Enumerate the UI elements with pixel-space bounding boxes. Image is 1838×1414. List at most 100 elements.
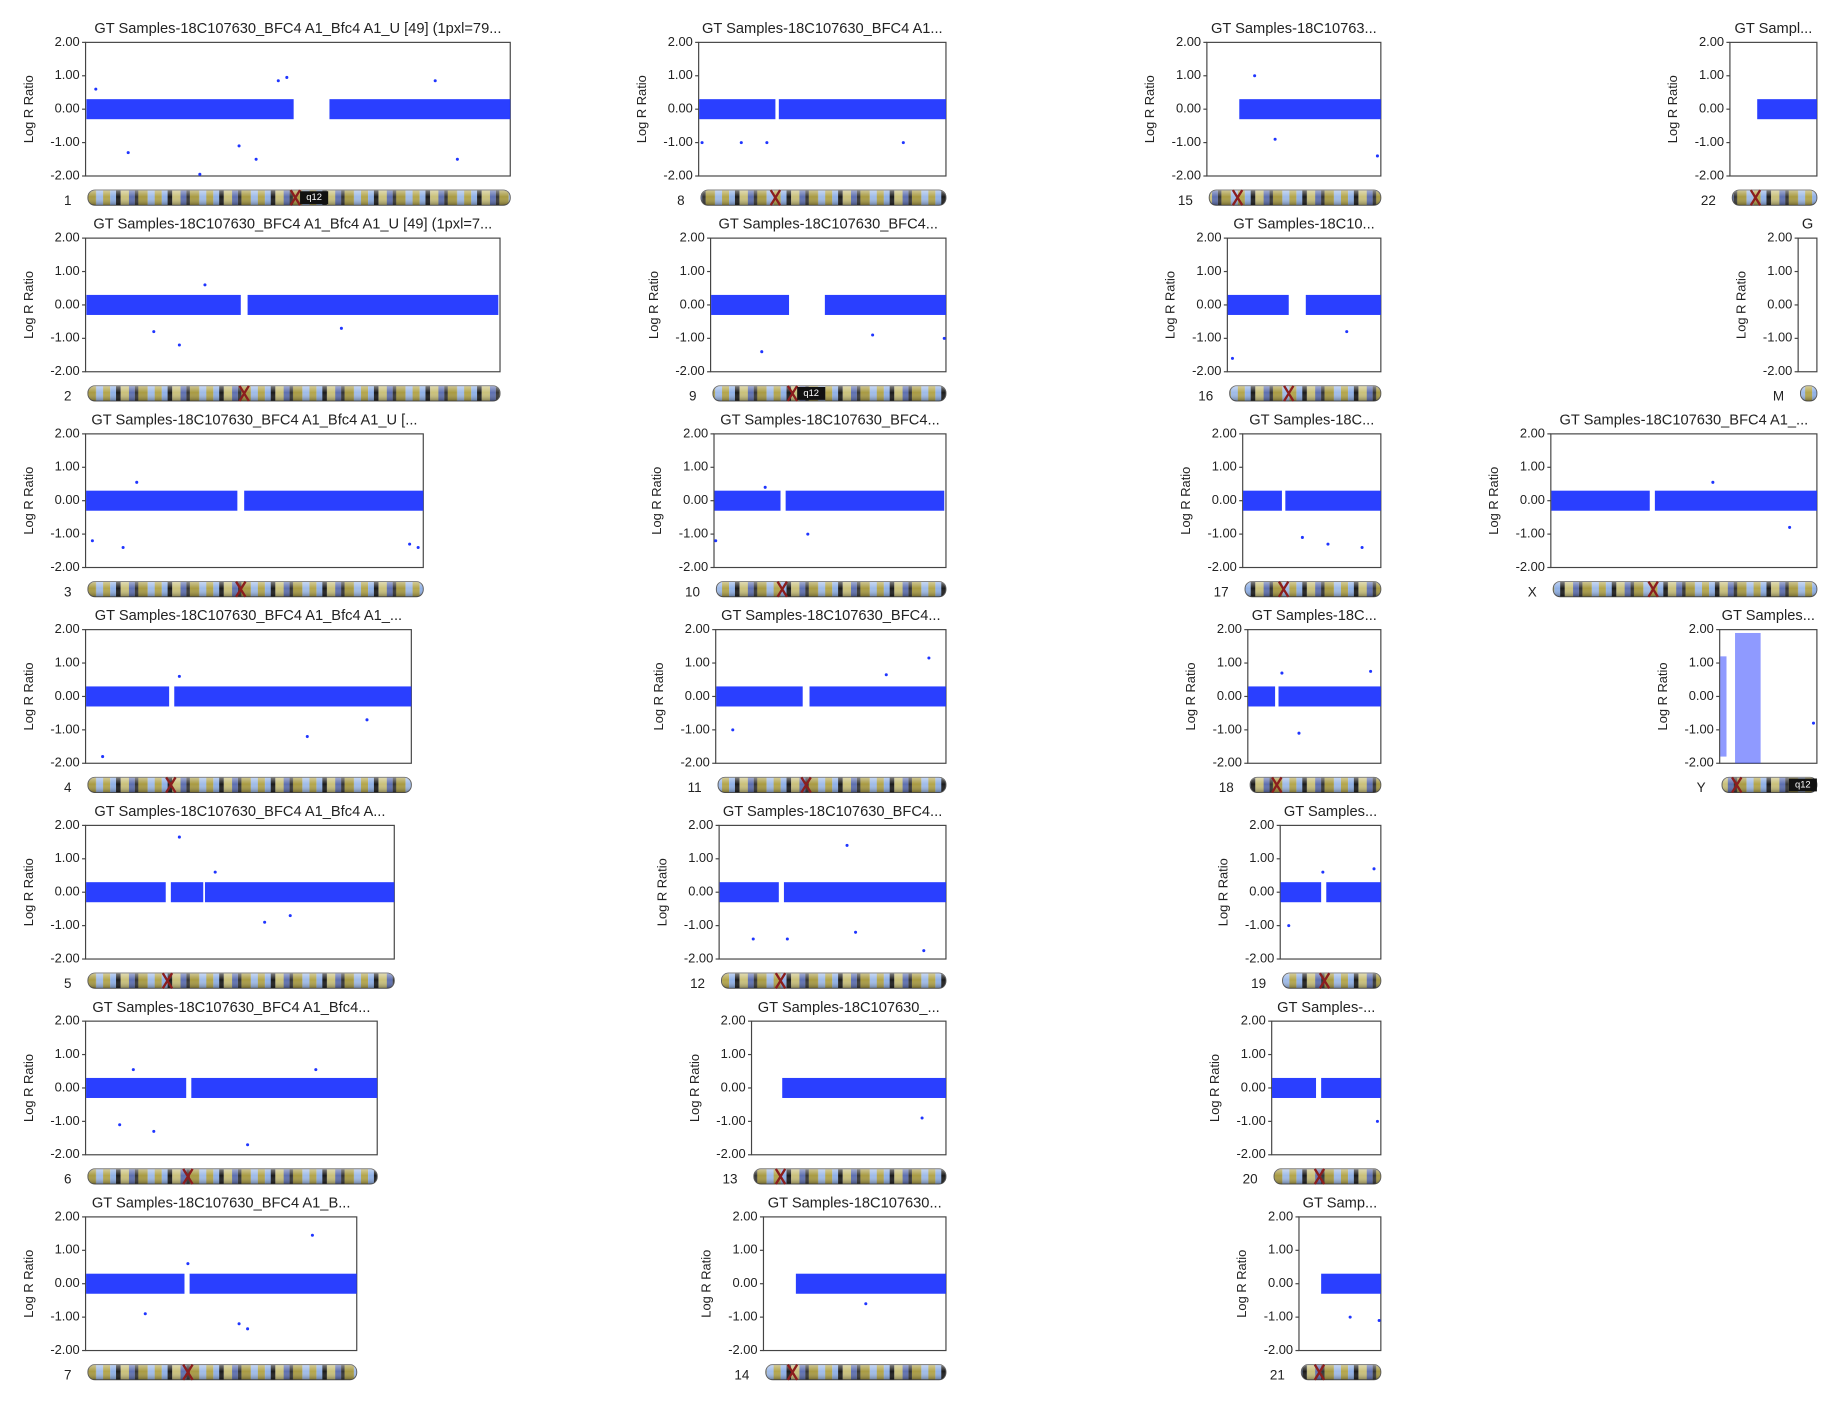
data-band <box>778 99 946 120</box>
data-point <box>177 343 181 347</box>
y-axis-label: Log R Ratio <box>21 1054 36 1122</box>
y-tick-label: 1.00 <box>55 850 80 865</box>
ideogram-shine <box>1282 973 1381 989</box>
y-tick-label: -2.00 <box>1172 167 1201 182</box>
ideogram-shine <box>1245 581 1381 597</box>
y-tick-label: -2.00 <box>716 1146 745 1161</box>
data-band <box>86 686 170 707</box>
y-tick-label: -2.00 <box>50 559 79 574</box>
y-tick-label: 2.00 <box>1217 621 1242 636</box>
panel: GT Samples... 2.00 1.00 0.00 -1.00 -2.00 Log R… <box>1215 804 1382 991</box>
y-tick-label: 1.00 <box>721 1046 746 1061</box>
data-band <box>86 1077 187 1098</box>
centromere <box>786 1363 799 1381</box>
data-point <box>121 545 125 549</box>
y-tick-label: 1.00 <box>1699 67 1724 82</box>
y-tick-label: 0.00 <box>1767 296 1792 311</box>
data-point <box>246 1327 250 1331</box>
y-axis-label: Log R Ratio <box>1163 271 1178 339</box>
y-tick-label: -1.00 <box>663 134 692 149</box>
centromere <box>1283 385 1295 402</box>
data-point <box>118 1123 122 1127</box>
centromere <box>1313 1363 1326 1381</box>
data-band <box>329 99 511 120</box>
data-band <box>719 882 779 903</box>
y-axis-label: Log R Ratio <box>649 467 664 535</box>
chromosome-label: 3 <box>64 584 72 599</box>
centromere <box>165 776 177 794</box>
panel: GT Samples-18C107630_BFC4 A1_... 2.00 1.00… <box>1486 413 1818 599</box>
data-point <box>1273 137 1277 141</box>
data-point <box>864 1302 868 1306</box>
chromosome-label: 13 <box>722 1172 737 1187</box>
y-tick-label: 1.00 <box>1689 654 1714 669</box>
y-tick-label: -2.00 <box>50 167 79 182</box>
data-point <box>1287 924 1291 928</box>
data-point <box>739 141 743 145</box>
y-tick-label: 1.00 <box>55 459 80 474</box>
panel-title: GT Samples-18C107630_BFC4 A1_Bfc4 A1_U [… <box>93 217 492 233</box>
y-tick-label: -2.00 <box>50 755 79 770</box>
ideogram-shine <box>87 581 424 597</box>
y-tick-label: -1.00 <box>680 721 709 736</box>
panel: GT Samples-18C107630_BFC4 A1_Bfc4 A1_...… <box>21 608 412 795</box>
chromosome-label: 5 <box>64 976 72 991</box>
ideogram-shine <box>1553 581 1817 597</box>
y-tick-label: 0.00 <box>55 492 80 507</box>
y-tick-label: -2.00 <box>50 950 79 965</box>
centromere <box>800 776 812 794</box>
data-band <box>1720 656 1727 757</box>
y-tick-label: 2.00 <box>55 621 80 636</box>
data-point <box>1372 867 1376 871</box>
data-point <box>714 539 718 543</box>
panel-title: GT Samples-18C107630_BFC4 A1_B... <box>92 1196 351 1212</box>
data-point <box>213 870 217 874</box>
data-band <box>170 882 204 903</box>
y-tick-label: 1.00 <box>55 67 80 82</box>
ideogram-heterochromatin <box>300 191 329 205</box>
chromosome-label: 20 <box>1243 1172 1258 1187</box>
panel: GT Samples-... 2.00 1.00 0.00 -1.00 -2.00 Log … <box>1207 1000 1382 1187</box>
data-band <box>1321 1273 1381 1294</box>
chromosome-label: 12 <box>690 976 705 991</box>
y-tick-label: -2.00 <box>679 559 708 574</box>
data-point <box>854 930 858 934</box>
chromosome-label: M <box>1773 389 1784 404</box>
ideogram-shine <box>716 581 946 597</box>
y-tick-label: -2.00 <box>1192 363 1221 378</box>
panel-title: GT Samples-18C107630_BFC4 A1_... <box>1559 413 1808 429</box>
centromere <box>786 385 799 402</box>
chromosome-label: 8 <box>677 193 685 208</box>
centromere <box>774 1168 787 1185</box>
data-point <box>246 1143 250 1147</box>
y-tick-label: 0.00 <box>1176 101 1201 116</box>
y-tick-label: -1.00 <box>1172 134 1201 149</box>
panel: GT Samples-18C107630_... 2.00 1.00 0.00 -1.0… <box>687 1000 947 1187</box>
data-point <box>152 1129 156 1133</box>
chromosome-label: Y <box>1697 780 1706 795</box>
y-tick-label: 2.00 <box>1249 817 1274 832</box>
data-band <box>716 686 803 707</box>
data-band <box>1757 99 1817 120</box>
centromere <box>1271 776 1283 794</box>
panel-title: GT Samples... <box>1284 804 1377 820</box>
panel: GT Samples-18C... 2.00 1.00 0.00 -1.00 -2.00 L… <box>1183 608 1382 795</box>
panel: GT Sampl... 2.00 1.00 0.00 -1.00 -2.00 Log R R… <box>1665 21 1818 208</box>
y-tick-label: 2.00 <box>1520 425 1545 440</box>
data-band <box>1305 294 1381 315</box>
data-point <box>143 1312 147 1316</box>
panel-title: GT Samples... <box>1722 608 1815 624</box>
data-point <box>177 835 181 839</box>
y-tick-label: -2.00 <box>675 363 704 378</box>
data-point <box>94 87 98 91</box>
y-tick-label: -2.00 <box>50 1342 79 1357</box>
ideogram-band-label: q12 <box>1795 779 1811 789</box>
chromosome-label: 17 <box>1214 584 1229 599</box>
y-tick-label: 1.00 <box>55 654 80 669</box>
data-point <box>1297 731 1301 735</box>
y-axis-label: Log R Ratio <box>699 1250 714 1318</box>
y-tick-label: -1.00 <box>50 721 79 736</box>
data-band <box>189 1273 357 1294</box>
y-tick-label: -2.00 <box>684 950 713 965</box>
panel-title: GT Samples-18C107630_BFC4... <box>720 413 939 429</box>
